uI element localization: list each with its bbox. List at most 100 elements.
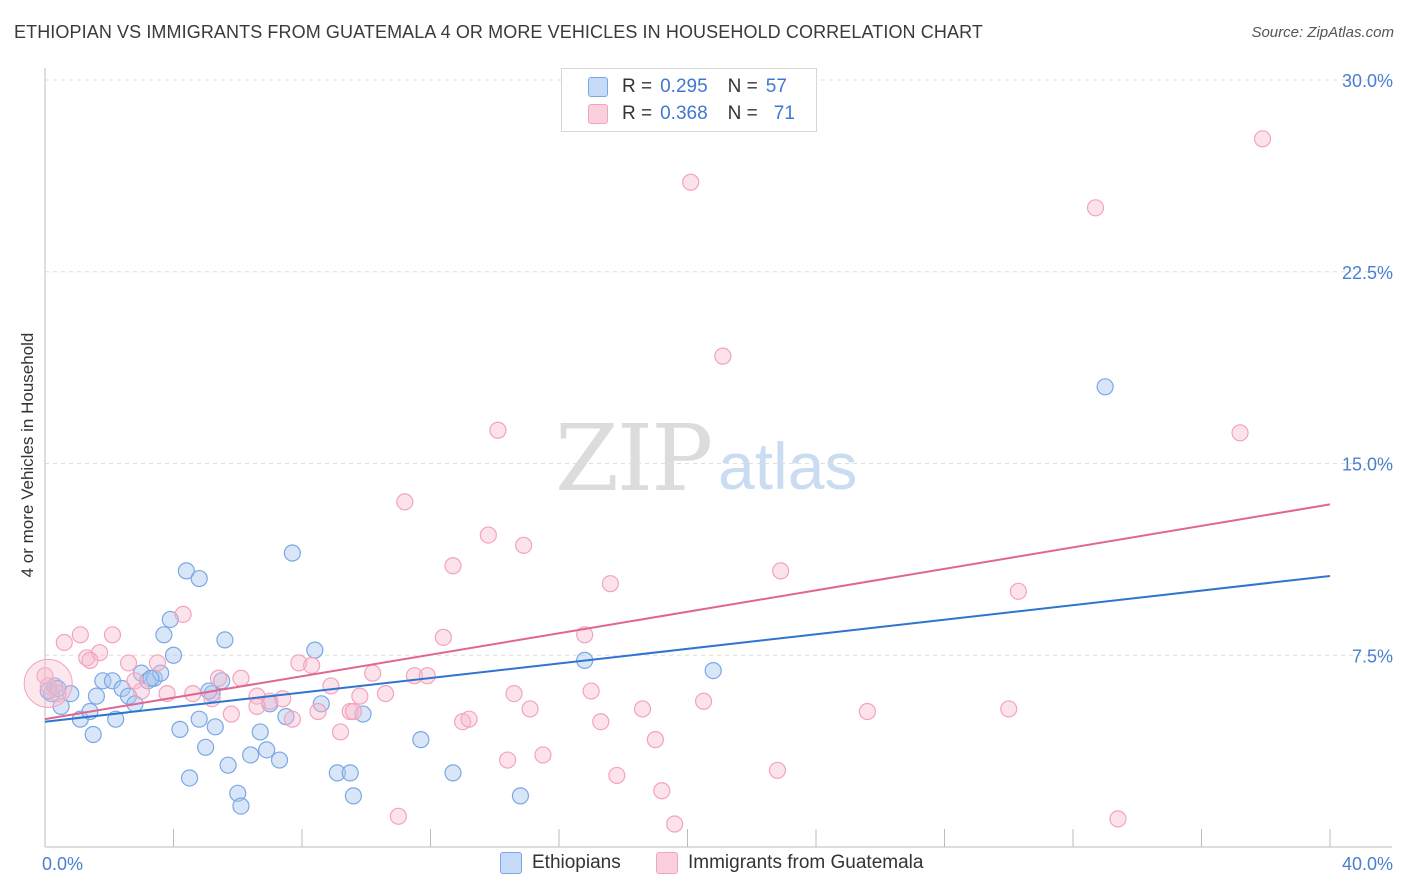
y-tick-label: 30.0% [1342, 71, 1393, 91]
ethiopians-point [328, 764, 346, 782]
ethiopians-point [354, 705, 372, 723]
bottom-legend-label: Ethiopians [532, 852, 621, 873]
ethiopians-point [229, 784, 247, 802]
watermark-zip: ZIP [555, 405, 713, 512]
ethiopians-point [94, 672, 112, 690]
ethiopians-point [155, 626, 173, 644]
bottom-swatch-guatemala [656, 852, 678, 874]
guatemala-point [119, 654, 138, 672]
guatemala-point [1009, 582, 1027, 600]
ethiopians-point [412, 731, 430, 749]
legend-n-value: 57 [765, 76, 787, 97]
guatemala-point [55, 633, 73, 652]
guatemala-point [364, 664, 382, 682]
guatemala-point [81, 651, 99, 669]
ethiopians-point [190, 710, 208, 728]
ethiopians-point [180, 769, 199, 787]
y-tick-label: 22.5% [1342, 263, 1393, 283]
guatemala-point [376, 684, 395, 703]
ethiopians-point [704, 661, 722, 680]
guatemala-point [396, 493, 414, 511]
guatemala-point [49, 684, 67, 703]
ethiopians-point [216, 631, 234, 649]
guatemala-point [521, 700, 539, 718]
guatemala-point [331, 723, 350, 741]
guatemala-point [479, 526, 497, 544]
legend-n-label: N = [727, 103, 758, 124]
ethiopians-point [62, 684, 80, 703]
legend-n-value: 71 [773, 103, 795, 124]
guatemala-point [534, 746, 552, 764]
ethiopians-point [177, 562, 195, 580]
ethiopians-point [341, 764, 359, 782]
guatemala-point [768, 761, 787, 779]
ethiopians-trend-line [44, 574, 1331, 723]
ethiopians-point [152, 664, 170, 682]
guatemala-point [1253, 130, 1272, 148]
ethiopians-point [87, 687, 106, 705]
guatemala-point [858, 702, 877, 721]
guatemala-point [103, 626, 122, 644]
guatemala-point [1109, 810, 1127, 828]
guatemala-point [222, 705, 240, 723]
guatemala-point [351, 687, 369, 705]
guatemala-point [444, 557, 462, 575]
guatemala-point [209, 669, 228, 687]
guatemala-point [582, 682, 600, 700]
guatemala-point [434, 628, 452, 646]
guatemala-point [608, 766, 626, 785]
guatemala-point [389, 807, 407, 825]
legend: R = 0.295 N = 57 R = 0.368 N = 71 [561, 68, 817, 132]
bottom-swatch-ethiopians [500, 852, 522, 874]
chart-title: ETHIOPIAN VS IMMIGRANTS FROM GUATEMALA 4… [14, 22, 983, 42]
guatemala-point [322, 677, 340, 695]
legend-row-guatemala: R = 0.368 N = 71 [588, 102, 795, 126]
guatemala-point [248, 697, 266, 715]
bottom-legend-label: Immigrants from Guatemala [688, 852, 924, 873]
guatemala-point [303, 656, 321, 675]
guatemala-point [772, 562, 790, 580]
ethiopians-point [1096, 378, 1114, 396]
guatemala-point [682, 173, 700, 191]
ethiopians-point [344, 787, 362, 805]
guatemala-point [592, 713, 610, 731]
ethiopians-point [161, 610, 179, 629]
guatemala-point [71, 626, 89, 644]
ethiopians-point [511, 787, 530, 805]
y-tick-label: 15.0% [1342, 455, 1393, 475]
legend-swatch-ethiopians [588, 77, 608, 97]
ethiopians-point [219, 756, 237, 774]
ethiopians-point [171, 720, 189, 738]
ethiopians-point [258, 741, 276, 759]
ethiopians-point [190, 569, 208, 588]
y-tick-label: 7.5% [1352, 646, 1393, 666]
ethiopians-point [206, 718, 224, 736]
ethiopians-point [242, 746, 260, 764]
legend-r-value: 0.368 [660, 103, 708, 124]
legend-r-label: R = [622, 103, 653, 124]
ethiopians-point [270, 751, 289, 769]
guatemala-point [174, 605, 192, 623]
source-label: Source: ZipAtlas.com [1251, 24, 1394, 41]
bottom-legend-guatemala: Immigrants from Guatemala [656, 852, 923, 874]
guatemala-point [1000, 700, 1018, 718]
guatemala-point [576, 626, 594, 644]
x-tick-label: 0.0% [42, 854, 83, 874]
guatemala-point [489, 421, 507, 439]
ethiopians-point [232, 797, 250, 815]
guatemala-point [418, 667, 436, 685]
guatemala-cluster-bubble [23, 658, 73, 708]
bottom-legend: Ethiopians Immigrants from Guatemala [0, 852, 1406, 878]
guatemala-point [344, 702, 362, 721]
watermark-atlas: atlas [718, 429, 858, 503]
guatemala-point [36, 667, 54, 685]
guatemala-point [515, 536, 533, 554]
guatemala-point [714, 347, 732, 365]
guatemala-point [460, 710, 478, 728]
legend-swatch-guatemala [588, 104, 608, 124]
guatemala-point [309, 702, 327, 721]
legend-n-label: N = [727, 76, 758, 97]
legend-row-ethiopians: R = 0.295 N = 57 [588, 75, 787, 99]
legend-r-label: R = [622, 76, 653, 97]
guatemala-point [126, 672, 144, 690]
